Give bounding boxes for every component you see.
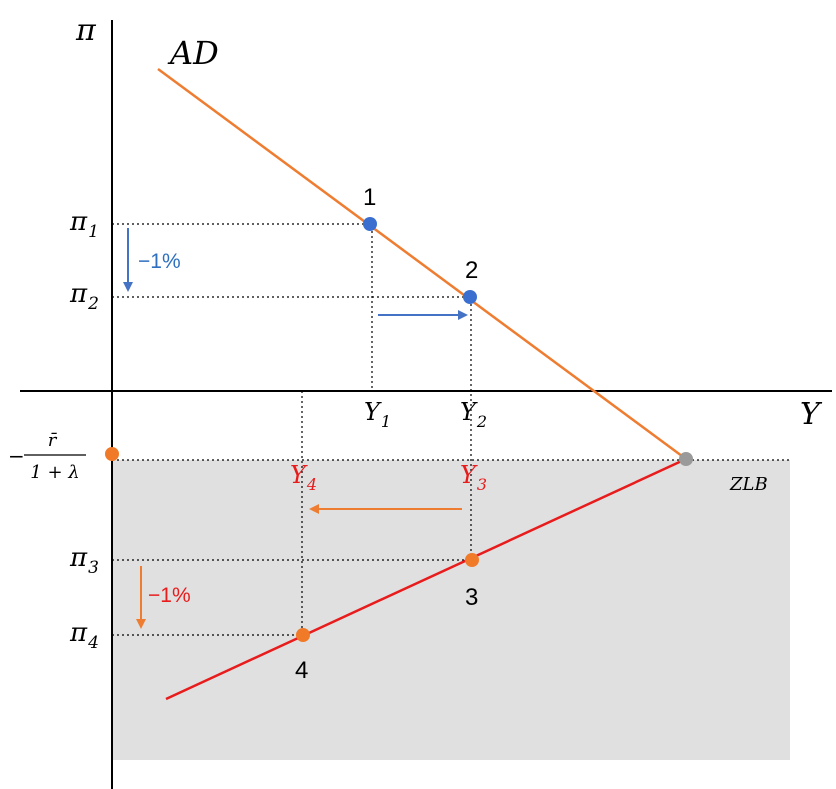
upper-drop-label: −1% xyxy=(138,250,181,273)
point-3 xyxy=(465,553,479,567)
point-4 xyxy=(296,628,310,642)
pi1-label: π1 xyxy=(69,207,99,242)
point-1-label: 1 xyxy=(363,184,376,211)
y4-label: Y4 xyxy=(290,461,317,494)
zlb-shaded-region xyxy=(112,460,790,760)
point-1 xyxy=(363,217,377,231)
y3-label: Y3 xyxy=(460,461,487,494)
kink-point xyxy=(679,452,693,466)
y-axis-label: π xyxy=(75,13,97,48)
zlb-level-label: − r̄ 1 + λ xyxy=(8,430,86,483)
zlb-level-prefix: − xyxy=(8,444,25,468)
point-2 xyxy=(463,290,477,304)
guide-lines xyxy=(112,223,790,636)
zlb-label: ZLB xyxy=(729,474,768,495)
zlb-level-denominator: 1 + λ xyxy=(30,462,79,483)
lower-drop-label: −1% xyxy=(148,584,191,607)
point-4-label: 4 xyxy=(295,657,308,684)
ad-line xyxy=(157,67,687,461)
y2-label: Y2 xyxy=(460,398,487,431)
pi4-label: π4 xyxy=(69,618,99,653)
ad-label: AD xyxy=(167,34,219,72)
point-3-label: 3 xyxy=(465,584,478,611)
zlb-intercept-point xyxy=(105,447,119,461)
pi3-label: π3 xyxy=(69,543,99,578)
point-2-label: 2 xyxy=(465,257,478,284)
zlb-level-numerator: r̄ xyxy=(48,430,58,451)
x-axis-label: Y xyxy=(800,397,823,432)
y1-label: Y1 xyxy=(364,398,391,431)
pi2-label: π2 xyxy=(69,279,99,314)
zlb-ad-line xyxy=(165,457,687,701)
